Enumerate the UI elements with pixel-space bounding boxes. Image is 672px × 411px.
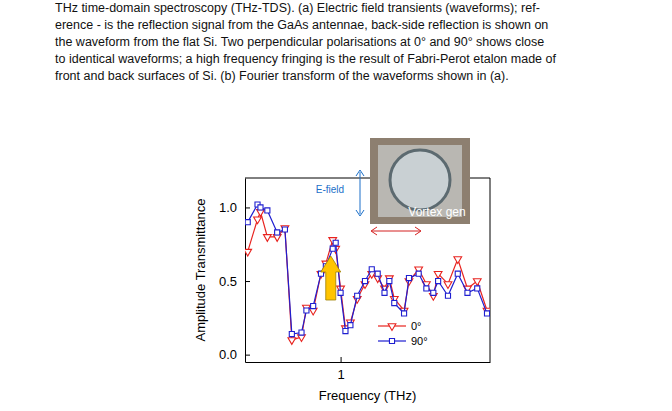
legend: 0°90° [378, 320, 428, 347]
y-tick-label: 1.0 [219, 200, 237, 215]
series-marker [245, 249, 252, 256]
series-marker [258, 205, 263, 210]
series-marker [484, 311, 489, 316]
x-tick-label: 1 [337, 367, 344, 382]
x-axis-line [246, 362, 491, 363]
series-marker [355, 293, 360, 298]
caption-line: front and back surfaces of Si. (b) Fouri… [55, 69, 509, 83]
y-axis-title: Amplitude Transmittance [193, 198, 208, 341]
polarisation-arrow [371, 227, 421, 235]
x-axis-title: Frequency (THz) [319, 388, 417, 403]
inset-photo: Vortex gen [370, 138, 470, 224]
series-marker [304, 308, 309, 313]
y-tick: 0.0 [219, 347, 250, 362]
series-marker [382, 290, 387, 295]
yellow-arrow [321, 256, 341, 300]
annotation-label: Vortex gen [408, 205, 465, 219]
inset-disk [390, 150, 450, 210]
y-tick: 0.5 [219, 274, 250, 289]
series-marker [263, 235, 271, 242]
x-axis: 1 [246, 357, 491, 382]
series-marker [475, 286, 480, 291]
figure: THz time-domain spectroscopy (THz-TDS). … [0, 0, 672, 411]
y-axis-line [245, 179, 246, 363]
series-marker [454, 257, 462, 264]
x-tick: 1 [337, 357, 344, 382]
series-marker [273, 235, 281, 242]
series-marker [289, 331, 294, 336]
caption-line: the waveform from the flat Si. Two perpe… [55, 35, 544, 49]
annotation-label: E-field [316, 184, 344, 195]
series-marker [317, 271, 325, 278]
legend-label: 90° [411, 335, 428, 347]
series-marker [375, 271, 380, 276]
arrow-head [371, 227, 377, 235]
series-marker [387, 278, 392, 283]
series-marker [369, 267, 374, 272]
series-marker [465, 290, 470, 295]
series-marker [431, 290, 436, 295]
series-marker [288, 338, 296, 345]
arrow-head [415, 227, 421, 235]
series-marker [348, 323, 353, 328]
series-marker [333, 240, 338, 245]
series-marker [311, 304, 316, 309]
series-marker [265, 208, 270, 213]
y-tick-mark [245, 355, 250, 356]
series-marker [445, 293, 450, 298]
caption: THz time-domain spectroscopy (THz-TDS). … [55, 1, 556, 83]
series-marker [298, 335, 306, 342]
e-field-arrow [356, 170, 364, 216]
legend-marker [389, 338, 394, 343]
series-marker [309, 308, 317, 315]
series-marker [436, 278, 441, 283]
frame-right [490, 178, 491, 362]
series-marker [338, 290, 343, 295]
legend-marker [388, 324, 396, 331]
arrow-head [356, 170, 364, 176]
caption-line: to identical waveforms; a high frequency… [55, 52, 556, 66]
series-marker [473, 279, 481, 286]
series-marker [402, 311, 407, 316]
series-marker [330, 246, 335, 251]
series-marker [257, 210, 265, 217]
series-marker [254, 217, 262, 224]
arrow-head [356, 210, 364, 216]
series-marker [245, 220, 250, 225]
y-tick-mark [245, 207, 250, 208]
series-marker [392, 301, 397, 306]
series-marker [424, 286, 429, 291]
series-marker [299, 330, 304, 335]
arrow-shaft [372, 231, 420, 232]
series-marker [444, 282, 452, 289]
series-marker [282, 227, 287, 232]
inset-frame [370, 138, 470, 224]
x-tick-mark [341, 357, 342, 362]
caption-line: erence - is the reflection signal from t… [55, 18, 548, 32]
series-marker [455, 271, 460, 276]
series-marker [434, 271, 442, 278]
y-tick-mark [245, 281, 250, 282]
series-marker [416, 271, 421, 276]
yellow-arrow-shape [321, 256, 341, 300]
y-axis: 0.0 0.5 1.0 [219, 179, 250, 363]
y-tick: 1.0 [219, 200, 250, 215]
y-tick-label: 0.0 [219, 347, 237, 362]
series-marker [275, 230, 280, 235]
caption-line: THz time-domain spectroscopy (THz-TDS). … [55, 1, 540, 15]
y-tick-label: 0.5 [219, 274, 237, 289]
series-marker [362, 278, 367, 283]
legend-label: 0° [411, 320, 422, 332]
series-marker [406, 276, 411, 281]
series-marker [343, 329, 348, 334]
arrow-shaft [360, 172, 361, 214]
series-marker [281, 226, 289, 233]
